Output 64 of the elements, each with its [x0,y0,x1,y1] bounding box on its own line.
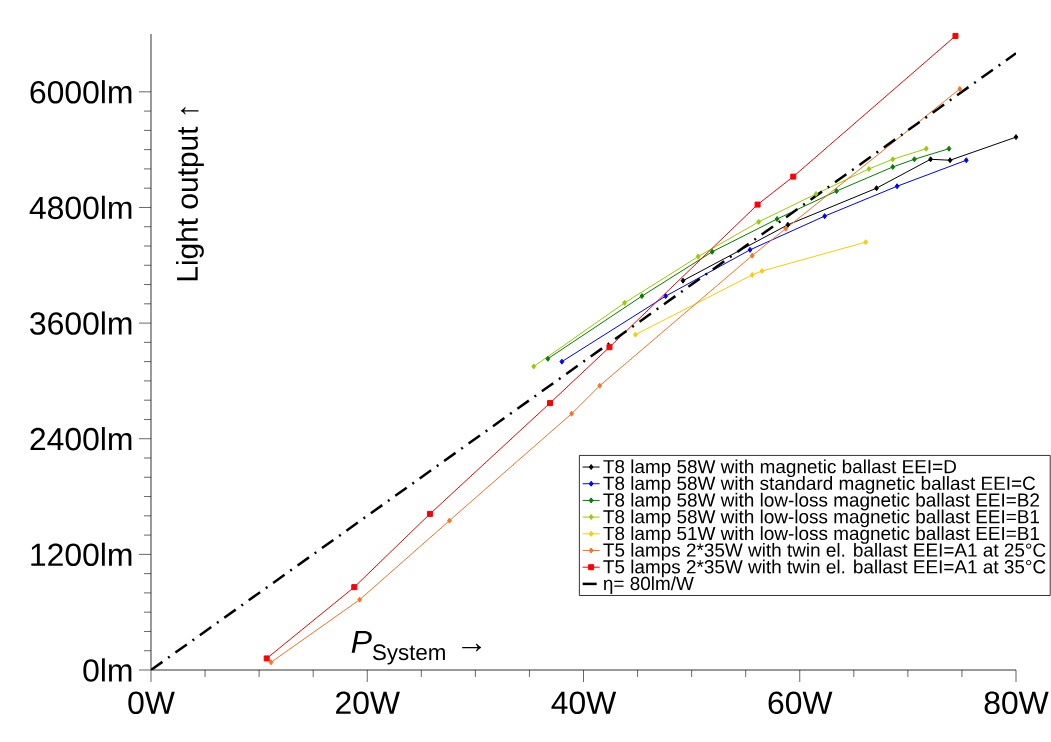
x-tick-label: 40W [551,691,617,715]
x-tick-label: 20W [336,691,400,715]
point [890,163,896,170]
point [606,344,613,351]
point [680,277,686,284]
point [813,190,819,197]
point [426,510,433,517]
point [351,584,358,591]
point [569,410,574,417]
point [597,382,603,389]
point [754,201,761,208]
point [774,216,780,223]
point [639,293,645,300]
point [785,221,791,228]
point [946,145,952,152]
point [709,248,715,255]
point [874,185,879,192]
point [545,355,551,362]
point [759,268,765,275]
point [695,253,701,260]
x-tick-label: 80W [984,691,1049,715]
y-tick-label: 2400lm [30,427,132,451]
x-axis-title: P$_{System}$ → [351,630,482,665]
point [863,239,869,246]
point [957,85,963,92]
point [790,173,797,180]
point [928,156,933,163]
point [952,32,959,39]
y-tick-label: 6000lm [30,80,132,104]
point [866,165,872,172]
point [890,156,896,163]
legend-label: T8 lamp 51W with low-loss magnetic ballast EEI=B1 [603,526,1040,544]
point [546,400,553,407]
point [1013,134,1019,141]
point [911,156,917,163]
point [749,252,755,259]
x-tick-label: 60W [768,691,833,715]
point [947,157,953,164]
y-tick-label: 1200lm [31,542,132,567]
point [531,363,537,370]
point [963,157,969,164]
point [894,183,900,190]
y-tick-label: 3600lm [30,311,132,335]
x-tick-label: 0W [128,691,175,715]
y-axis-title: Light output ↑ [175,107,204,281]
point [923,145,929,152]
point [268,659,274,666]
point [747,246,753,253]
point [263,655,270,662]
y-tick-label: 0lm [83,658,132,682]
y-tick-label: 4800lm [29,195,132,220]
point [357,596,363,603]
legend-label: T5 lamps 2*35W with twin el. ballast EEI=A1 at 35°C [603,559,1046,578]
point [622,299,627,306]
point [834,188,839,195]
point [756,218,762,225]
point [447,517,452,524]
legend-label: η= 80lm/W [603,576,694,594]
point [749,271,755,278]
point [783,225,789,232]
point [822,213,827,220]
point [663,293,669,300]
point [559,358,565,365]
point [633,331,638,338]
